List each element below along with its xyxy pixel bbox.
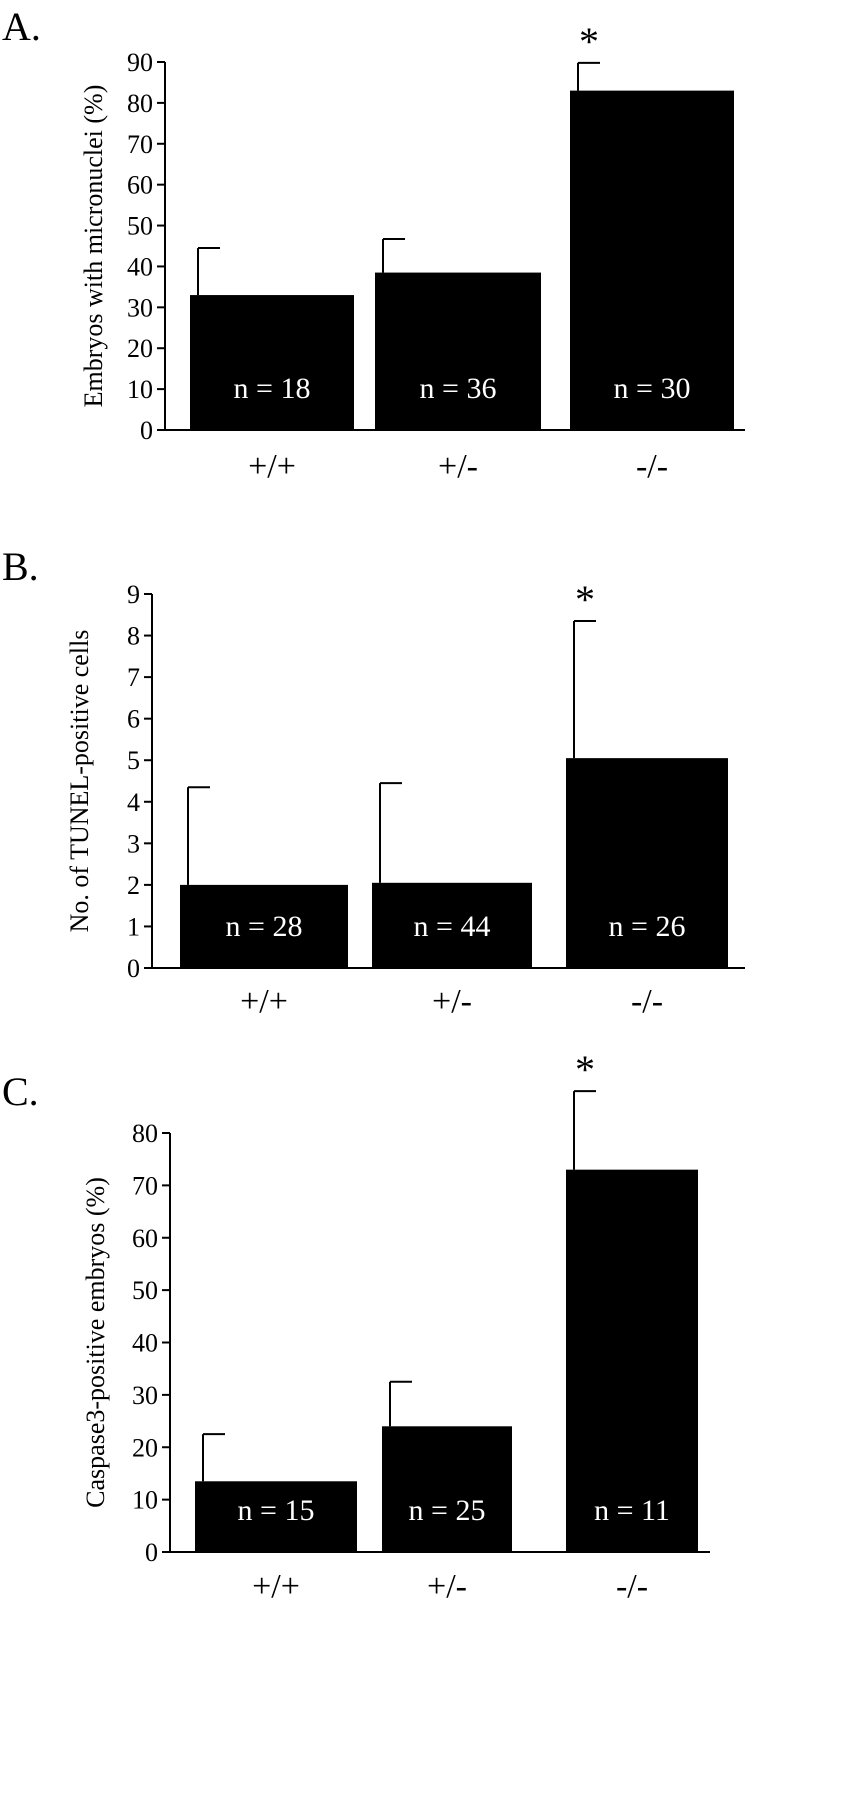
n-label: n = 18: [234, 372, 311, 405]
category-label: +/+: [252, 1568, 300, 1605]
y-tick-label: 7: [127, 663, 140, 692]
category-label: -/-: [636, 448, 668, 485]
bar: [382, 1426, 512, 1552]
n-label: n = 11: [594, 1494, 670, 1527]
category-label: -/-: [631, 983, 663, 1020]
bar: [180, 884, 348, 968]
y-tick-label: 80: [127, 89, 153, 118]
y-tick-label: 1: [127, 912, 140, 941]
significance-marker: *: [575, 577, 595, 622]
y-axis-title: Embryos with micronuclei (%): [79, 85, 108, 408]
y-tick-label: 3: [127, 829, 140, 858]
y-tick-label: 70: [127, 130, 153, 159]
y-tick-label: 40: [132, 1329, 158, 1358]
y-tick-label: 0: [127, 954, 140, 983]
n-label: n = 36: [420, 372, 497, 405]
y-tick-label: 90: [127, 48, 153, 77]
n-label: n = 26: [609, 910, 686, 943]
bar: [566, 758, 728, 968]
significance-marker: *: [579, 19, 599, 64]
bar: [375, 272, 541, 430]
bar: [372, 882, 532, 968]
panel-letter: C.: [2, 1069, 39, 1114]
n-label: n = 30: [614, 372, 691, 405]
panel-letter: B.: [2, 544, 39, 589]
category-label: -/-: [616, 1568, 648, 1605]
category-label: +/-: [432, 983, 472, 1020]
bar: [566, 1169, 698, 1552]
y-tick-label: 2: [127, 871, 140, 900]
y-axis-title: No. of TUNEL-positive cells: [65, 630, 94, 933]
y-tick-label: 40: [127, 252, 153, 281]
n-label: n = 15: [238, 1494, 315, 1527]
y-tick-label: 20: [127, 334, 153, 363]
bar: [570, 90, 734, 430]
category-label: +/-: [438, 448, 478, 485]
y-tick-label: 60: [127, 171, 153, 200]
bar: [195, 1481, 357, 1552]
y-tick-label: 50: [127, 212, 153, 241]
y-tick-label: 4: [127, 788, 140, 817]
category-label: +/-: [427, 1568, 467, 1605]
y-axis-title: Caspase3-positive embryos (%): [81, 1177, 110, 1508]
y-tick-label: 80: [132, 1119, 158, 1148]
y-tick-label: 60: [132, 1224, 158, 1253]
y-tick-label: 70: [132, 1171, 158, 1200]
y-tick-label: 8: [127, 622, 140, 651]
bar: [190, 295, 354, 430]
y-tick-label: 0: [145, 1538, 158, 1567]
significance-marker: *: [575, 1047, 595, 1092]
n-label: n = 25: [409, 1494, 486, 1527]
y-tick-label: 5: [127, 746, 140, 775]
panel-letter: A.: [2, 4, 41, 49]
y-tick-label: 10: [132, 1486, 158, 1515]
panel-a: A. 0 10 20 30 40 50 60 70 80 90 Embryos with micron…: [2, 4, 745, 485]
category-label: +/+: [240, 983, 288, 1020]
n-label: n = 28: [226, 910, 303, 943]
y-tick-label: 30: [132, 1381, 158, 1410]
y-tick-label: 20: [132, 1433, 158, 1462]
y-tick-label: 0: [140, 416, 153, 445]
y-tick-label: 6: [127, 705, 140, 734]
category-label: +/+: [248, 448, 296, 485]
panel-c: C. 0 10 20 30 40 50 60 70 80 Caspase3-positive emb…: [2, 1047, 710, 1605]
y-tick-label: 50: [132, 1276, 158, 1305]
n-label: n = 44: [414, 910, 491, 943]
panel-b: B. 0 1 2 3 4 5 6 7 8 9 No. of TUNEL-positive cells n…: [2, 544, 745, 1020]
y-tick-label: 10: [127, 375, 153, 404]
y-tick-label: 9: [127, 580, 140, 609]
y-tick-label: 30: [127, 293, 153, 322]
